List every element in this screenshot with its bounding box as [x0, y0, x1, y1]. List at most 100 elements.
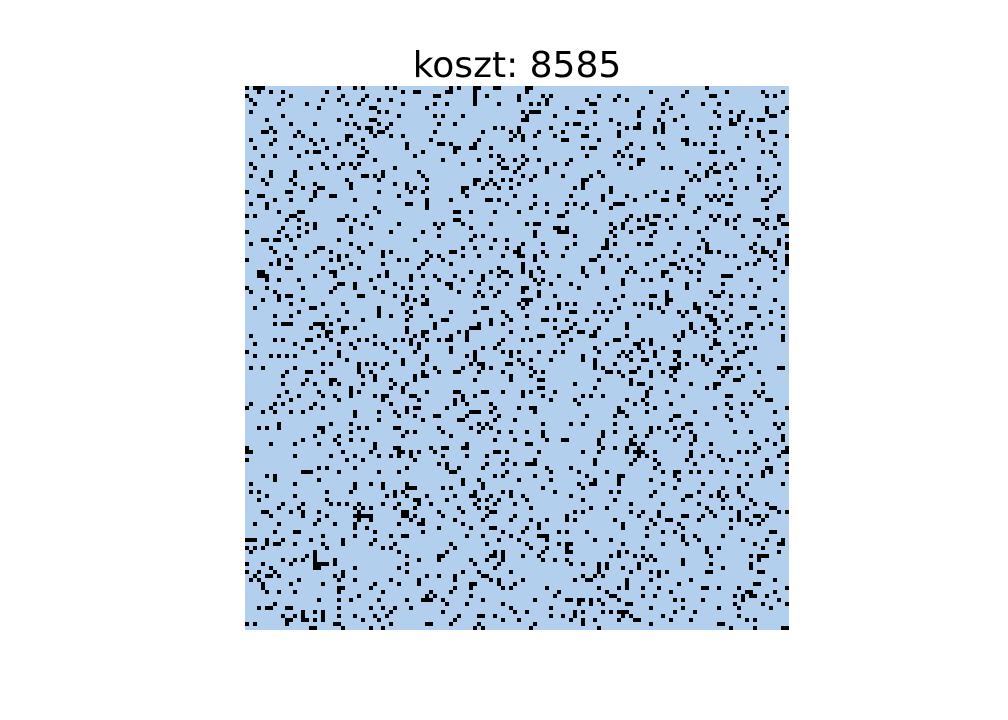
grid-cell-filled	[409, 286, 413, 290]
grid-cell-filled	[509, 430, 513, 434]
grid-cell-filled	[581, 330, 585, 334]
grid-cell-filled	[661, 530, 665, 534]
grid-cell-filled	[337, 502, 341, 506]
grid-cell-filled	[685, 542, 689, 546]
grid-cell-filled	[673, 118, 677, 122]
grid-cell-filled	[361, 438, 365, 442]
grid-cell-filled	[437, 370, 441, 374]
grid-cell-filled	[533, 134, 537, 138]
grid-cell-filled	[289, 302, 293, 306]
grid-cell-filled	[489, 426, 493, 430]
grid-cell-filled	[341, 570, 345, 574]
grid-cell-filled	[545, 318, 549, 322]
grid-cell-filled	[713, 318, 717, 322]
grid-cell-filled	[373, 446, 377, 450]
grid-cell-filled	[585, 274, 589, 278]
grid-cell-filled	[613, 498, 617, 502]
grid-cell-filled	[433, 450, 437, 454]
grid-cell-filled	[429, 138, 433, 142]
grid-cell-filled	[785, 450, 789, 454]
grid-cell-filled	[697, 310, 701, 314]
grid-cell-filled	[345, 358, 349, 362]
grid-cell-filled	[293, 182, 297, 186]
grid-cell-filled	[441, 430, 445, 434]
grid-cell-filled	[269, 514, 273, 518]
grid-cell-filled	[253, 306, 257, 310]
grid-cell-filled	[753, 618, 757, 622]
grid-cell-filled	[353, 534, 357, 538]
grid-cell-filled	[253, 166, 257, 170]
grid-cell-filled	[781, 222, 785, 226]
grid-cell-filled	[681, 538, 685, 542]
grid-cell-filled	[369, 130, 373, 134]
grid-cell-filled	[569, 542, 573, 546]
grid-cell-filled	[421, 230, 425, 234]
grid-cell-filled	[257, 270, 261, 274]
heatmap-grid	[245, 86, 789, 630]
grid-cell-filled	[569, 326, 573, 330]
grid-cell-filled	[369, 514, 373, 518]
grid-cell-filled	[505, 270, 509, 274]
grid-cell-filled	[637, 382, 641, 386]
grid-cell-filled	[325, 546, 329, 550]
grid-cell-filled	[637, 158, 641, 162]
grid-cell-filled	[637, 566, 641, 570]
grid-cell-filled	[337, 598, 341, 602]
grid-cell-filled	[661, 110, 665, 114]
grid-cell-filled	[349, 430, 353, 434]
grid-cell-filled	[617, 586, 621, 590]
grid-cell-filled	[313, 194, 317, 198]
grid-cell-filled	[473, 358, 477, 362]
grid-cell-filled	[309, 470, 313, 474]
grid-cell-filled	[673, 250, 677, 254]
grid-cell-filled	[777, 186, 781, 190]
grid-cell-filled	[481, 234, 485, 238]
grid-cell-filled	[593, 366, 597, 370]
grid-cell-filled	[285, 370, 289, 374]
grid-cell-filled	[549, 282, 553, 286]
grid-cell-filled	[561, 130, 565, 134]
grid-cell-filled	[365, 526, 369, 530]
grid-cell-filled	[521, 390, 525, 394]
grid-cell-filled	[701, 454, 705, 458]
grid-cell-filled	[249, 550, 253, 554]
grid-cell-filled	[493, 406, 497, 410]
grid-cell-filled	[293, 442, 297, 446]
grid-cell-filled	[581, 186, 585, 190]
grid-cell-filled	[573, 610, 577, 614]
grid-cell-filled	[745, 262, 749, 266]
grid-cell-filled	[749, 590, 753, 594]
grid-cell-filled	[277, 506, 281, 510]
grid-cell-filled	[773, 422, 777, 426]
grid-cell-filled	[753, 306, 757, 310]
grid-cell-filled	[293, 246, 297, 250]
grid-cell-filled	[505, 202, 509, 206]
grid-cell-filled	[425, 330, 429, 334]
grid-cell-filled	[481, 626, 485, 630]
grid-cell-filled	[545, 466, 549, 470]
grid-cell-filled	[313, 566, 317, 570]
grid-cell-filled	[609, 490, 613, 494]
grid-cell-filled	[593, 102, 597, 106]
grid-cell-filled	[277, 298, 281, 302]
grid-cell-filled	[533, 406, 537, 410]
grid-cell-filled	[389, 122, 393, 126]
grid-cell-filled	[661, 130, 665, 134]
grid-cell-filled	[369, 278, 373, 282]
grid-cell-filled	[353, 578, 357, 582]
grid-cell-filled	[457, 86, 461, 90]
grid-cell-filled	[573, 322, 577, 326]
grid-cell-filled	[517, 210, 521, 214]
grid-cell-filled	[517, 126, 521, 130]
grid-cell-filled	[769, 398, 773, 402]
grid-cell-filled	[593, 310, 597, 314]
grid-cell-filled	[717, 326, 721, 330]
grid-cell-filled	[381, 590, 385, 594]
grid-cell-filled	[509, 178, 513, 182]
grid-cell-filled	[565, 106, 569, 110]
grid-cell-filled	[473, 178, 477, 182]
grid-cell-filled	[645, 218, 649, 222]
grid-cell-filled	[737, 510, 741, 514]
grid-cell-filled	[529, 366, 533, 370]
grid-cell-filled	[405, 310, 409, 314]
